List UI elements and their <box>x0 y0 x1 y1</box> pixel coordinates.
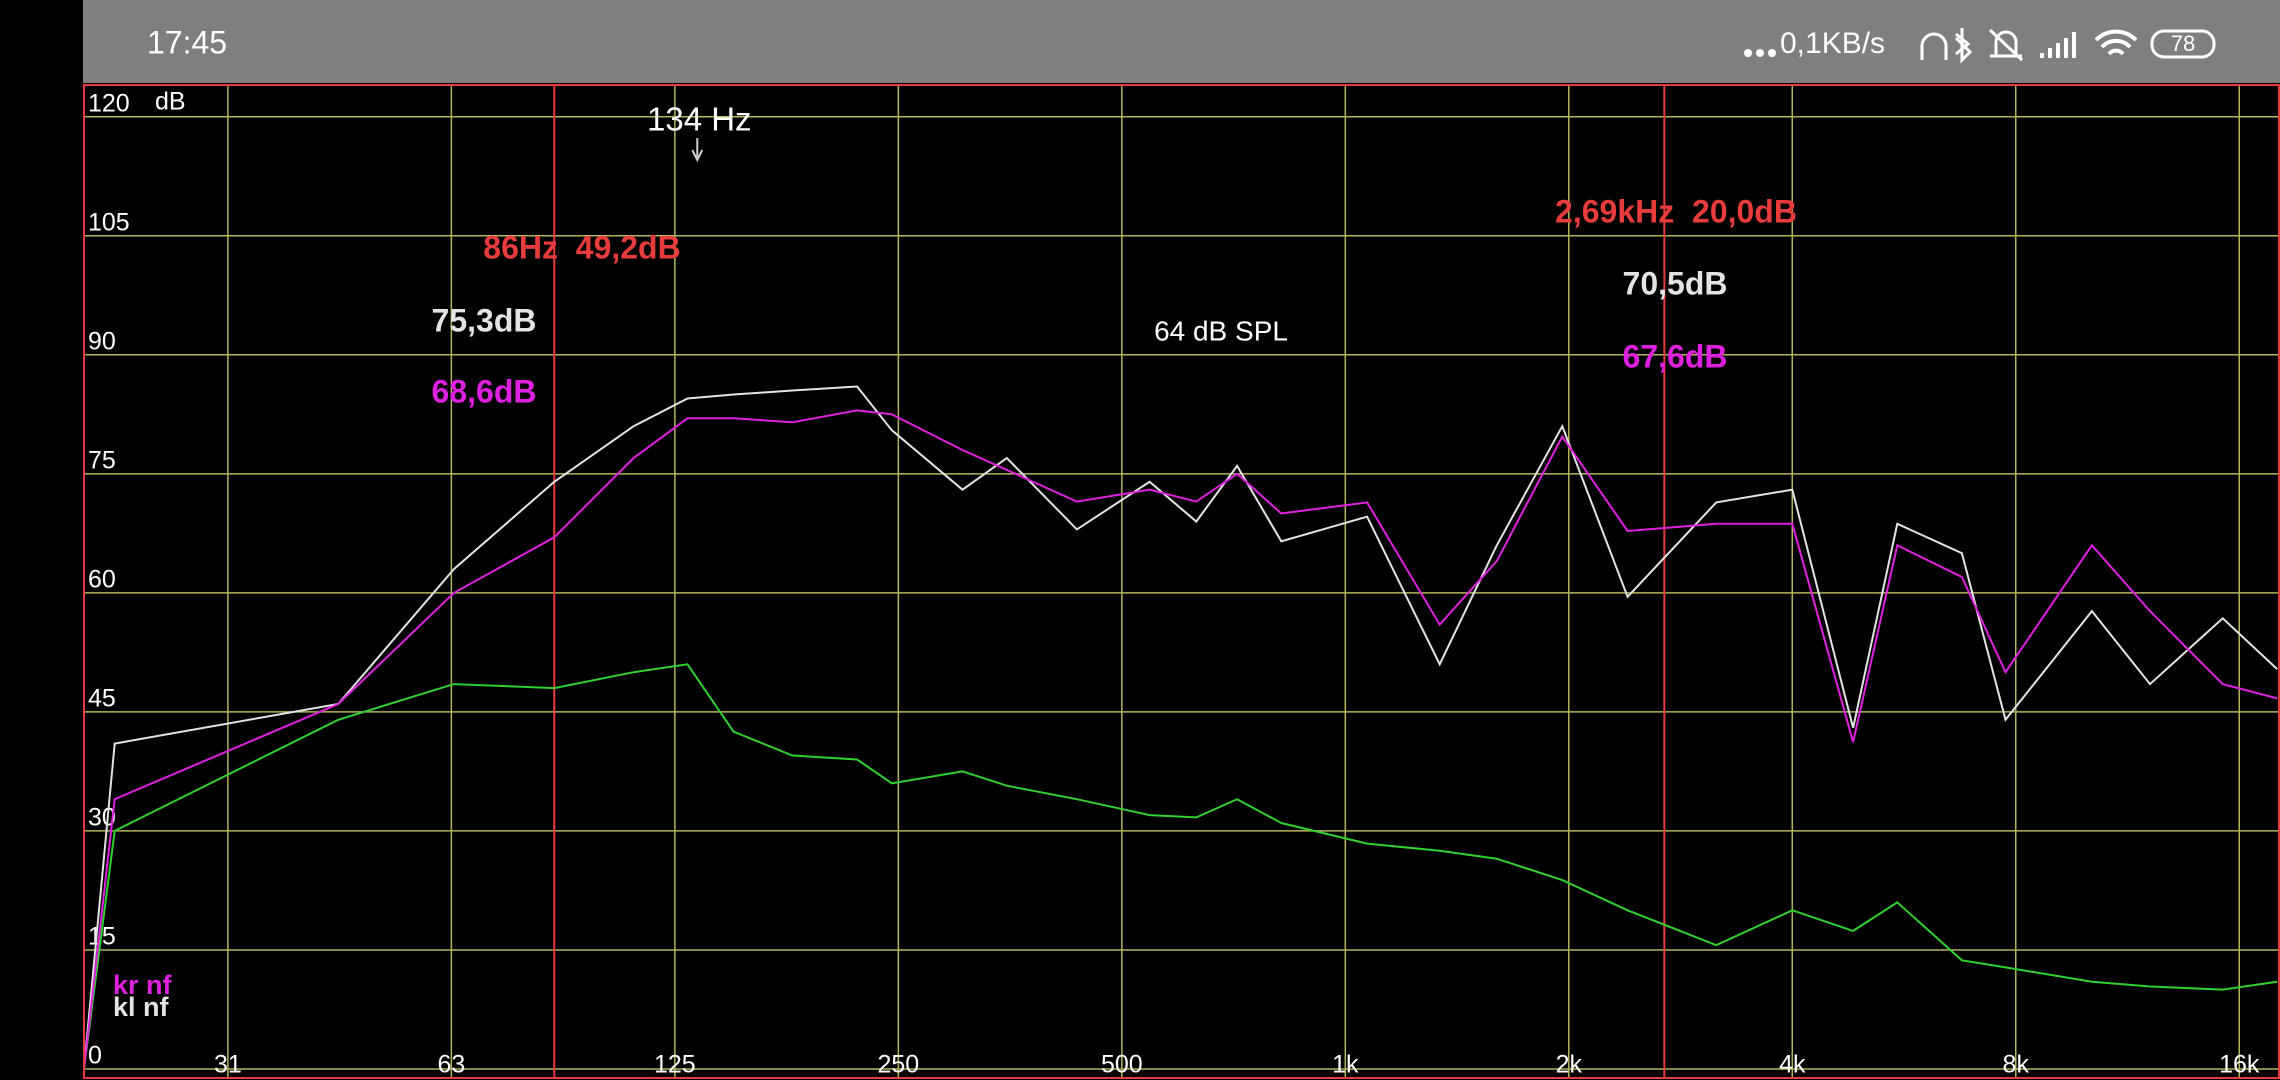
dot <box>1744 49 1752 57</box>
x-tick-label: 16k <box>2219 1051 2260 1079</box>
series-line <box>83 663 2278 1070</box>
legend-entry: kl nf <box>113 992 170 1022</box>
y-tick-label: 105 <box>88 208 130 236</box>
x-tick-label: 500 <box>1101 1051 1143 1079</box>
mute-icon <box>1988 28 2024 62</box>
dot <box>1756 49 1764 57</box>
x-tick-label: 8k <box>2003 1051 2030 1079</box>
series-line <box>83 385 2278 1070</box>
cursor-readout: 75,3dB <box>432 302 537 338</box>
legend-entry: kr nf <box>113 970 173 1000</box>
y-tick-label: 60 <box>88 565 116 593</box>
x-tick-label: 125 <box>654 1051 696 1079</box>
battery-level: 78 <box>2171 31 2195 56</box>
y-tick-label: 0 <box>88 1042 102 1070</box>
y-tick-label: 90 <box>88 327 116 355</box>
plot-frame <box>83 84 2280 1079</box>
x-tick-label: 1k <box>1332 1051 1359 1079</box>
peak-marker-arrow <box>691 138 704 163</box>
cursor-readout: 67,6dB <box>1623 338 1728 374</box>
network-speed: 0,1KB/s <box>1780 27 1885 60</box>
y-tick-label: 45 <box>88 685 116 713</box>
peak-marker-label: 134 Hz <box>647 101 752 138</box>
cursor-readout: 68,6dB <box>432 373 537 409</box>
bluetooth-icon <box>1954 28 1973 64</box>
wifi-icon <box>2094 29 2138 56</box>
y-tick-label: 75 <box>88 446 116 474</box>
spl-label: 64 dB SPL <box>1154 315 1288 346</box>
cursor-label: 86Hz 49,2dB <box>483 229 680 265</box>
series-line <box>83 409 2278 1070</box>
x-tick-label: 2k <box>1556 1051 1583 1079</box>
y-unit: dB <box>155 87 186 115</box>
x-tick-label: 31 <box>214 1051 242 1079</box>
cursor-readout: 70,5dB <box>1623 265 1728 301</box>
battery-icon <box>2150 29 2216 59</box>
x-tick-label: 250 <box>877 1051 919 1079</box>
x-tick-label: 4k <box>1779 1051 1806 1079</box>
dot <box>1768 49 1776 57</box>
cursor-label: 2,69kHz 20,0dB <box>1555 193 1797 229</box>
x-tick-label: 63 <box>437 1051 465 1079</box>
headset-icon <box>1920 32 1948 60</box>
y-tick-label: 120 <box>88 89 130 117</box>
clock: 17:45 <box>147 24 227 60</box>
signal-icon <box>2040 32 2076 58</box>
status-bar <box>83 0 2280 83</box>
